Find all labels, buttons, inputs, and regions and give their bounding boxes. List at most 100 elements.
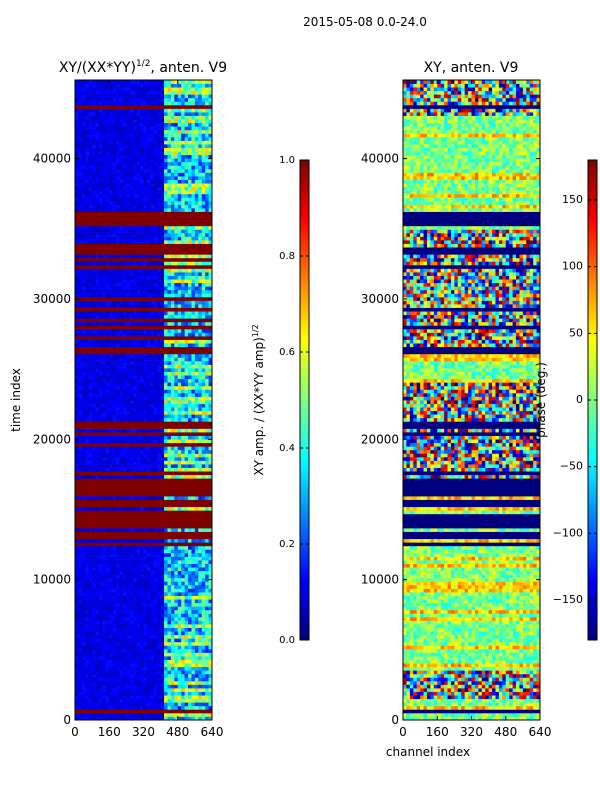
heatmap-cell xyxy=(164,357,168,362)
heatmap-cell xyxy=(92,584,96,589)
heatmap-cell xyxy=(122,485,127,490)
heatmap-cell xyxy=(81,346,86,351)
heatmap-cell xyxy=(95,538,100,543)
heatmap-cell xyxy=(122,307,127,312)
heatmap-cell xyxy=(88,599,93,604)
heatmap-cell xyxy=(188,588,192,593)
heatmap-cell xyxy=(126,464,131,468)
heatmap-cell xyxy=(167,560,172,564)
heatmap-cell xyxy=(170,592,175,596)
heatmap-cell xyxy=(105,627,110,632)
heatmap-cell xyxy=(153,332,158,337)
heatmap-cell xyxy=(143,645,148,650)
heatmap-cell xyxy=(126,471,131,476)
heatmap-cell xyxy=(81,414,86,419)
heatmap-cell xyxy=(146,478,151,483)
heatmap-cell xyxy=(198,538,203,543)
heatmap-cell xyxy=(78,421,83,426)
heatmap-cell xyxy=(92,705,96,710)
heatmap-cell xyxy=(126,421,131,426)
heatmap-cell xyxy=(133,289,138,294)
heatmap-cell xyxy=(208,560,213,564)
heatmap-cell xyxy=(105,467,110,472)
heatmap-cell xyxy=(157,680,162,685)
heatmap-cell xyxy=(81,446,86,451)
heatmap-cell xyxy=(146,378,151,383)
heatmap-cell xyxy=(85,282,90,287)
heatmap-cell xyxy=(92,464,96,468)
heatmap-cell xyxy=(150,296,155,301)
heatmap-cell xyxy=(133,410,138,415)
heatmap-cell xyxy=(150,556,155,561)
heatmap-cell xyxy=(184,513,189,518)
heatmap-cell xyxy=(78,691,83,696)
heatmap-cell xyxy=(102,314,107,319)
heatmap-cell xyxy=(146,520,151,525)
heatmap-cell xyxy=(119,581,124,586)
heatmap-cell xyxy=(85,449,90,454)
heatmap-cell xyxy=(164,616,168,621)
heatmap-cell xyxy=(150,577,155,582)
heatmap-cell xyxy=(181,517,185,522)
heatmap-cell xyxy=(157,531,162,536)
heatmap-cell xyxy=(164,407,168,412)
amplitude-title: XY/(XX*YY)1/2, anten. V9 xyxy=(59,59,227,76)
heatmap-cell xyxy=(105,286,110,291)
heatmap-cell xyxy=(198,382,203,387)
heatmap-cell xyxy=(95,403,100,408)
heatmap-cell xyxy=(98,620,103,625)
heatmap-cell xyxy=(174,371,179,376)
heatmap-cell xyxy=(112,325,117,330)
heatmap-cell xyxy=(167,677,172,682)
heatmap-cell xyxy=(184,382,189,387)
heatmap-cell xyxy=(146,702,151,707)
heatmap-cell xyxy=(98,368,103,372)
heatmap-cell xyxy=(167,378,172,383)
heatmap-cell xyxy=(119,435,124,440)
heatmap-cell xyxy=(157,695,162,700)
heatmap-cell xyxy=(75,695,79,700)
heatmap-cell xyxy=(143,460,148,465)
heatmap-cell xyxy=(116,389,120,394)
heatmap-cell xyxy=(122,656,127,660)
heatmap-cell xyxy=(112,702,117,707)
heatmap-cell xyxy=(157,396,162,401)
heatmap-cell xyxy=(85,705,90,710)
heatmap-cell xyxy=(170,716,175,721)
heatmap-cell xyxy=(157,371,162,376)
heatmap-cell xyxy=(205,314,209,319)
heatmap-cell xyxy=(170,659,175,664)
heatmap-cell xyxy=(208,563,213,568)
heatmap-cell xyxy=(136,620,141,625)
heatmap-cell xyxy=(191,307,196,312)
heatmap-cell xyxy=(116,417,120,422)
heatmap-cell xyxy=(184,371,189,376)
heatmap-cell xyxy=(170,396,175,401)
heatmap-cell xyxy=(122,535,127,540)
heatmap-cell xyxy=(92,282,96,287)
heatmap-cell xyxy=(98,453,103,458)
heatmap-cell xyxy=(102,510,107,515)
heatmap-cell xyxy=(160,499,165,504)
heatmap-cell xyxy=(126,485,131,490)
heatmap-cell xyxy=(109,353,114,358)
heatmap-cell xyxy=(88,695,93,700)
heatmap-cell xyxy=(133,293,138,298)
heatmap-cell xyxy=(126,407,131,412)
heatmap-cell xyxy=(174,400,179,404)
heatmap-cell xyxy=(116,318,120,323)
heatmap-cell xyxy=(201,464,206,468)
heatmap-cell xyxy=(201,424,206,429)
heatmap-cell xyxy=(181,645,185,650)
heatmap-cell xyxy=(205,666,209,671)
heatmap-cell xyxy=(198,279,203,284)
heatmap-cell xyxy=(201,560,206,564)
heatmap-cell xyxy=(177,602,182,607)
heatmap-cell xyxy=(191,357,196,362)
heatmap-cell xyxy=(143,453,148,458)
heatmap-cell xyxy=(109,293,114,298)
heatmap-cell xyxy=(98,314,103,319)
heatmap-cell xyxy=(143,545,148,550)
heatmap-cell xyxy=(140,695,144,700)
heatmap-cell xyxy=(78,424,83,429)
